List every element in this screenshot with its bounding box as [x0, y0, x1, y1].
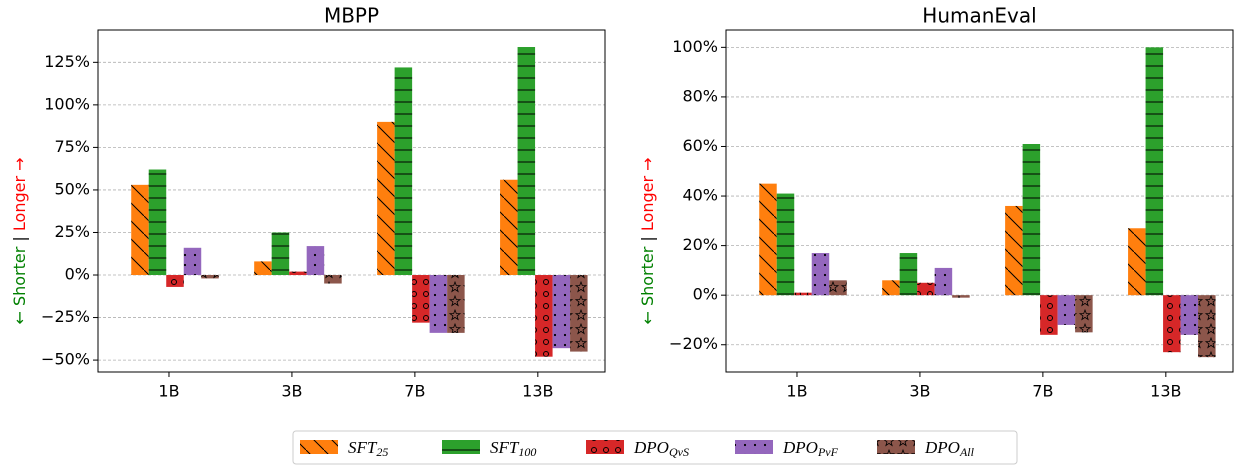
bar-hatch [952, 295, 970, 298]
y-tick-label: 125% [44, 52, 90, 71]
y-tick-label: −25% [41, 307, 90, 326]
bar-hatch [377, 121, 395, 276]
y-label-part: Longer → [10, 157, 29, 236]
legend-hatch [735, 440, 773, 454]
y-label-part: | [638, 236, 657, 246]
chart-title: HumanEval [922, 4, 1036, 28]
x-tick-label: 7B [404, 382, 425, 401]
bar-hatch [1163, 295, 1181, 353]
bar-hatch [447, 275, 465, 333]
y-label-part: Longer → [638, 157, 657, 236]
bar-hatch [570, 275, 588, 352]
y-tick-label: −20% [669, 334, 718, 353]
legend-subscript: PvF [817, 445, 839, 459]
x-tick-label: 13B [522, 382, 553, 401]
plot-frame [97, 29, 606, 373]
bar-hatch [271, 232, 290, 276]
bar-hatch [324, 275, 342, 284]
x-tick-label: 3B [281, 382, 302, 401]
chart-title: MBPP [324, 4, 379, 28]
bar-hatch [1040, 295, 1058, 335]
bar-hatch [535, 275, 553, 357]
x-tick-label: 3B [909, 382, 930, 401]
plot-frame [725, 29, 1234, 373]
bar-hatch [917, 282, 935, 296]
legend-label: SFT25 [348, 438, 388, 459]
bar-hatch [166, 275, 184, 287]
legend-name: SFT [348, 438, 378, 457]
legend-hatch [877, 440, 915, 454]
bar-hatch [1128, 228, 1146, 296]
x-tick-label: 13B [1150, 382, 1181, 401]
legend-label: DPOQvS [633, 438, 689, 459]
y-tick-label: 0% [65, 265, 90, 284]
bar-hatch [934, 267, 953, 296]
bar-hatch [794, 292, 812, 296]
bar-hatch [517, 47, 536, 276]
bar-hatch [131, 184, 149, 276]
legend-frame [292, 430, 1018, 465]
legend-label: SFT100 [490, 438, 536, 459]
y-label-part: ← Shorter [638, 246, 657, 324]
legend-label: DPOPvF [782, 438, 839, 459]
bar-hatch [394, 67, 413, 276]
y-tick-label: 60% [682, 136, 718, 155]
legend-subscript: 25 [376, 445, 388, 459]
bar-hatch [289, 271, 307, 276]
bar-hatch [552, 275, 571, 349]
bar-hatch [1145, 47, 1164, 296]
bar-hatch [811, 253, 830, 296]
bar-hatch [412, 275, 430, 323]
bar-hatch [148, 169, 167, 276]
legend-name: DPO [633, 438, 669, 457]
y-tick-label: 80% [682, 86, 718, 105]
y-tick-label: 50% [54, 179, 90, 198]
legend-hatch [442, 440, 480, 454]
x-tick-label: 1B [158, 382, 179, 401]
legend-subscript: QvS [669, 445, 689, 459]
x-tick-label: 7B [1032, 382, 1053, 401]
bar-hatch [1057, 295, 1076, 325]
legend-name: SFT [490, 438, 520, 457]
bar-hatch [500, 179, 518, 276]
bar-hatch [254, 261, 272, 276]
y-tick-label: 25% [54, 222, 90, 241]
legend-subscript: All [959, 445, 975, 459]
y-axis-label: ← Shorter | Longer → [10, 157, 29, 324]
bar-hatch [882, 280, 900, 296]
bar-hatch [429, 275, 448, 333]
y-label-part: ← Shorter [10, 246, 29, 324]
y-tick-label: −50% [41, 350, 90, 369]
bar-hatch [1198, 295, 1216, 358]
bar-hatch [759, 183, 777, 296]
legend-hatch [300, 440, 338, 454]
bar-hatch [1022, 144, 1041, 296]
bar-hatch [899, 253, 918, 296]
bar-hatch [1075, 295, 1093, 333]
y-tick-label: 0% [693, 285, 718, 304]
bar-hatch [183, 247, 202, 276]
y-tick-label: 100% [44, 94, 90, 113]
bar-hatch [829, 280, 847, 296]
legend-name: DPO [782, 438, 818, 457]
y-tick-label: 100% [672, 37, 718, 56]
y-tick-label: 40% [682, 186, 718, 205]
y-tick-label: 20% [682, 235, 718, 254]
legend-hatch [586, 440, 624, 454]
legend-name: DPO [924, 438, 960, 457]
legend-subscript: 100 [518, 445, 536, 459]
y-tick-label: 75% [54, 137, 90, 156]
legend-label: DPOAll [924, 438, 975, 459]
bar-hatch [201, 275, 219, 279]
bar-hatch [1180, 295, 1199, 335]
bar-hatch [1005, 205, 1023, 296]
bar-hatch [776, 193, 795, 296]
x-tick-label: 1B [786, 382, 807, 401]
y-label-part: | [10, 236, 29, 246]
y-axis-label: ← Shorter | Longer → [638, 157, 657, 324]
bar-hatch [306, 246, 325, 276]
